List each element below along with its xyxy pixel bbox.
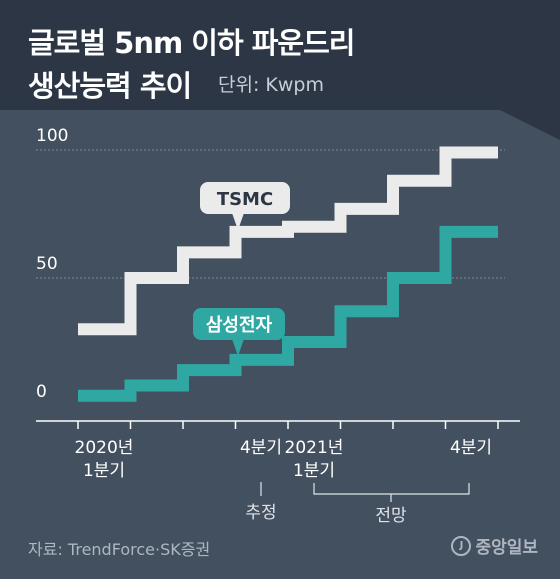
y-tick-label: 0: [36, 382, 47, 402]
header-notch: [500, 110, 560, 140]
chart-title-line1: 글로벌 5nm 이하 파운드리: [28, 26, 355, 60]
y-tick-label: 100: [36, 126, 68, 146]
estimate-label: 추정: [245, 503, 276, 523]
forecast-label: 전망: [375, 506, 407, 526]
series-callout-box: [193, 308, 285, 340]
x-tick-label-line2: 1분기: [293, 461, 335, 481]
series-callout-pointer: [232, 339, 244, 356]
logo-text: 중앙일보: [475, 538, 538, 558]
series-line-0: [78, 146, 498, 336]
source-note: 자료: TrendForce·SK증권: [28, 540, 211, 559]
publisher-logo: J 중앙일보: [451, 533, 538, 558]
x-tick-label: 2020년: [75, 438, 134, 458]
logo-mark: J: [451, 535, 472, 556]
forecast-bracket: [313, 483, 470, 495]
chart-title-line2: 생산능력 추이: [28, 69, 192, 103]
unit-label: 단위: Kwpm: [218, 74, 324, 96]
x-tick-label: 4분기: [450, 438, 492, 458]
series-label: 삼성전자: [206, 315, 273, 336]
x-tick-label: 2021년: [285, 438, 344, 458]
x-tick-label: 4분기: [240, 438, 282, 458]
series-callout-pointer: [232, 213, 244, 230]
header-band: [0, 0, 560, 140]
x-tick-label-line2: 1분기: [83, 461, 125, 481]
series-line-1: [78, 225, 498, 402]
series-callout-box: [200, 182, 290, 214]
y-tick-label: 50: [36, 254, 58, 274]
series-label: TSMC: [217, 189, 273, 210]
